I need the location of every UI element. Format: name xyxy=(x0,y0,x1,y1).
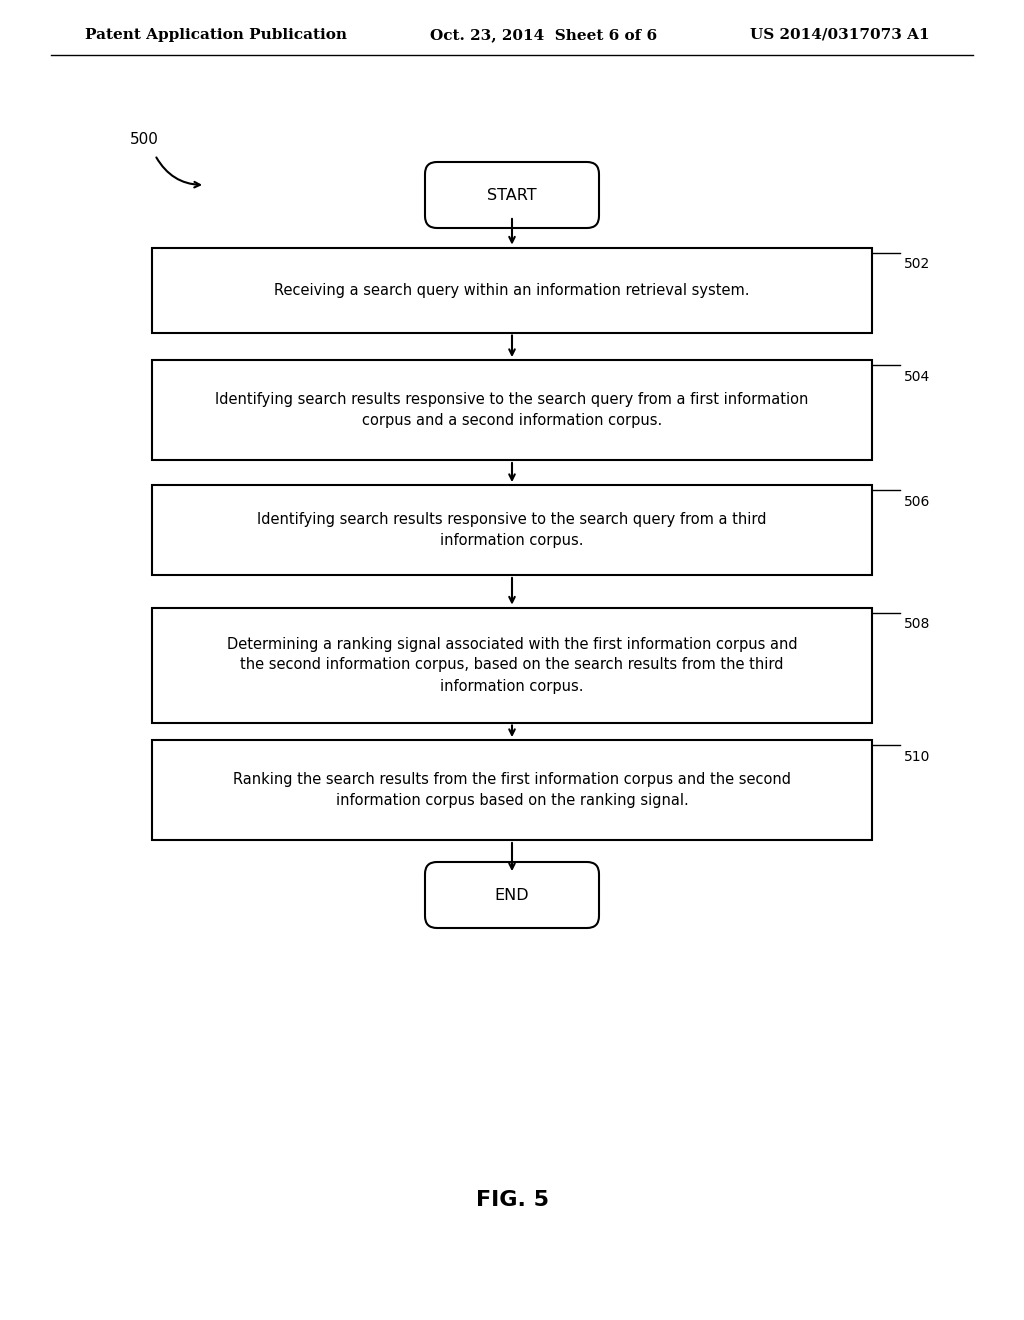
FancyBboxPatch shape xyxy=(152,360,872,459)
Text: 506: 506 xyxy=(904,495,931,510)
Text: Ranking the search results from the first information corpus and the second
info: Ranking the search results from the firs… xyxy=(233,772,791,808)
FancyBboxPatch shape xyxy=(152,607,872,722)
Text: US 2014/0317073 A1: US 2014/0317073 A1 xyxy=(750,28,930,42)
Text: 504: 504 xyxy=(904,370,930,384)
FancyBboxPatch shape xyxy=(425,862,599,928)
Text: 508: 508 xyxy=(904,618,931,631)
Text: Determining a ranking signal associated with the first information corpus and
th: Determining a ranking signal associated … xyxy=(226,636,798,693)
Text: 500: 500 xyxy=(130,132,159,148)
Text: END: END xyxy=(495,887,529,903)
Text: START: START xyxy=(487,187,537,202)
Text: 502: 502 xyxy=(904,257,930,272)
Text: FIG. 5: FIG. 5 xyxy=(475,1191,549,1210)
FancyBboxPatch shape xyxy=(152,741,872,840)
Text: Identifying search results responsive to the search query from a third
informati: Identifying search results responsive to… xyxy=(257,512,767,548)
Text: Oct. 23, 2014  Sheet 6 of 6: Oct. 23, 2014 Sheet 6 of 6 xyxy=(430,28,657,42)
FancyBboxPatch shape xyxy=(152,484,872,576)
Text: Identifying search results responsive to the search query from a first informati: Identifying search results responsive to… xyxy=(215,392,809,428)
Text: Patent Application Publication: Patent Application Publication xyxy=(85,28,347,42)
FancyBboxPatch shape xyxy=(152,248,872,333)
FancyBboxPatch shape xyxy=(425,162,599,228)
Text: Receiving a search query within an information retrieval system.: Receiving a search query within an infor… xyxy=(274,282,750,297)
Text: 510: 510 xyxy=(904,750,931,764)
